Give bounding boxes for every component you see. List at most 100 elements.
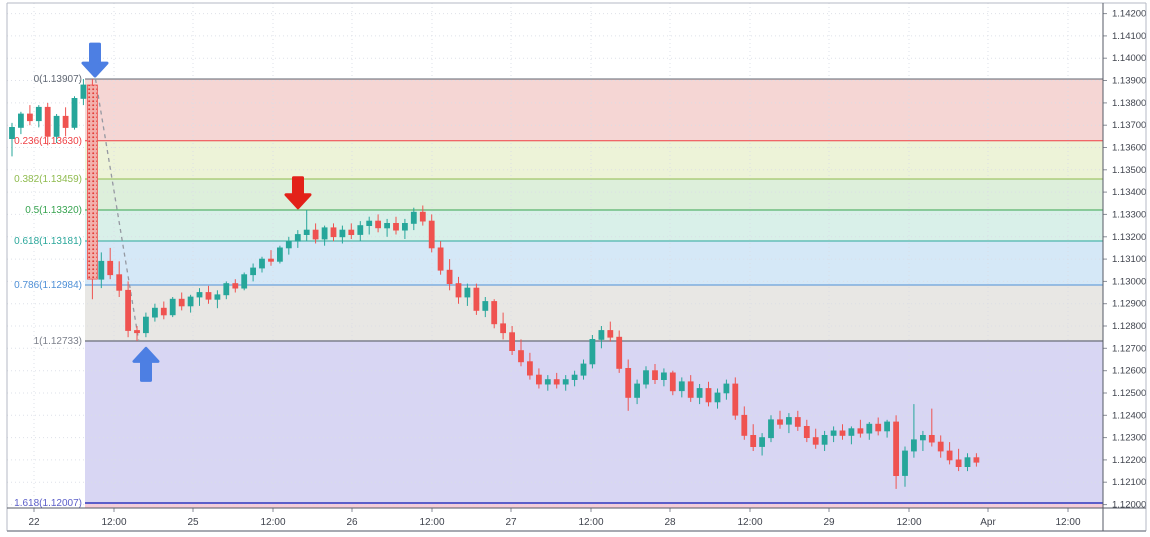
- candle: [401, 222, 408, 231]
- svg-text:29: 29: [823, 517, 835, 528]
- time-axis-labels: 22 12:00 25 12:00 26 12:00 27 12:00 28 12:00 29 12:…: [28, 508, 1081, 528]
- fib-zone: [85, 210, 1103, 241]
- candle: [928, 434, 935, 443]
- candle: [839, 430, 846, 436]
- fib-label: 0.382(1.13459): [14, 174, 82, 185]
- candle: [116, 274, 123, 291]
- svg-text:1.12200: 1.12200: [1112, 455, 1146, 466]
- candle: [803, 425, 810, 438]
- candles: [9, 79, 980, 489]
- candle: [312, 229, 319, 240]
- price-axis-labels: 1.14200 1.14100 1.14000 1.13900 1.13800 1.137…: [1103, 9, 1146, 511]
- svg-text:1.12700: 1.12700: [1112, 343, 1146, 354]
- fib-label: 0.786(1.12984): [14, 280, 82, 291]
- svg-text:28: 28: [664, 517, 676, 528]
- candle: [375, 220, 382, 229]
- candle: [964, 457, 971, 468]
- candle: [652, 370, 658, 381]
- candle: [268, 258, 274, 262]
- fib-level-lines: [85, 78, 1103, 504]
- candle: [250, 267, 257, 276]
- fib-zone: [85, 285, 1103, 341]
- candle: [598, 330, 605, 340]
- candle: [875, 423, 882, 432]
- trade-markers: [81, 42, 312, 382]
- candle: [393, 222, 399, 231]
- candle: [276, 247, 283, 262]
- svg-text:22: 22: [28, 517, 40, 528]
- candle: [232, 283, 239, 289]
- candle: [857, 428, 864, 434]
- candle: [491, 301, 498, 325]
- fib-zone: [85, 503, 1103, 508]
- candle: [419, 211, 426, 222]
- candle: [330, 227, 337, 238]
- arrow-down-icon[interactable]: [81, 42, 109, 78]
- svg-text:1.12500: 1.12500: [1112, 388, 1146, 399]
- fib-zone: [85, 241, 1103, 285]
- svg-text:12:00: 12:00: [1055, 517, 1080, 528]
- candle: [26, 113, 33, 122]
- candle: [285, 240, 292, 249]
- candle: [53, 115, 60, 137]
- candle: [71, 98, 78, 128]
- svg-text:1.14000: 1.14000: [1112, 53, 1146, 64]
- candle: [446, 269, 453, 285]
- candle: [714, 392, 721, 403]
- svg-text:1.13100: 1.13100: [1112, 254, 1146, 265]
- candle: [339, 229, 346, 238]
- candle: [348, 229, 355, 236]
- candle: [366, 220, 373, 227]
- candle: [134, 330, 140, 334]
- candle: [98, 260, 105, 280]
- candle: [384, 222, 391, 229]
- candle: [866, 423, 873, 434]
- candle: [884, 421, 890, 432]
- svg-text:Apr: Apr: [980, 517, 996, 528]
- candle: [777, 419, 783, 425]
- candle: [696, 388, 703, 398]
- candle: [303, 229, 310, 236]
- candle: [357, 225, 364, 235]
- candle: [44, 106, 51, 137]
- svg-text:1.13400: 1.13400: [1112, 187, 1146, 198]
- candle: [893, 421, 899, 476]
- candle: [80, 84, 87, 99]
- time-axis-strip[interactable]: [0, 508, 1150, 537]
- candle: [902, 450, 908, 476]
- candle: [812, 437, 819, 445]
- candle: [410, 211, 417, 224]
- candle: [205, 292, 212, 300]
- svg-text:12:00: 12:00: [896, 517, 921, 528]
- price-axis-strip[interactable]: [1103, 0, 1150, 537]
- arrow-up-icon[interactable]: [132, 346, 160, 382]
- candle: [589, 338, 596, 365]
- fib-zones: [85, 79, 1103, 508]
- candle: [160, 307, 167, 316]
- candle: [151, 307, 158, 318]
- candle: [241, 274, 248, 289]
- svg-text:12:00: 12:00: [578, 517, 603, 528]
- candle: [911, 439, 917, 452]
- fib-label: 0.618(1.13181): [14, 236, 82, 247]
- svg-text:1.14100: 1.14100: [1112, 31, 1146, 42]
- svg-text:1.13300: 1.13300: [1112, 209, 1146, 220]
- svg-text:1.13600: 1.13600: [1112, 143, 1146, 154]
- svg-text:1.12300: 1.12300: [1112, 433, 1146, 444]
- candle: [759, 437, 765, 447]
- candle: [35, 106, 42, 122]
- svg-text:1.13500: 1.13500: [1112, 165, 1146, 176]
- candle: [169, 298, 176, 316]
- candle: [678, 381, 685, 392]
- candle: [723, 383, 730, 394]
- candle: [214, 294, 221, 300]
- arrow-down-icon[interactable]: [284, 176, 312, 210]
- candle: [500, 323, 507, 334]
- candle: [937, 441, 944, 452]
- candle: [321, 227, 328, 240]
- fib-level-labels: 0(1.13907) 0.236(1.13630) 0.382(1.13459) 0.…: [14, 74, 82, 509]
- candle: [580, 363, 587, 376]
- candle: [17, 113, 24, 128]
